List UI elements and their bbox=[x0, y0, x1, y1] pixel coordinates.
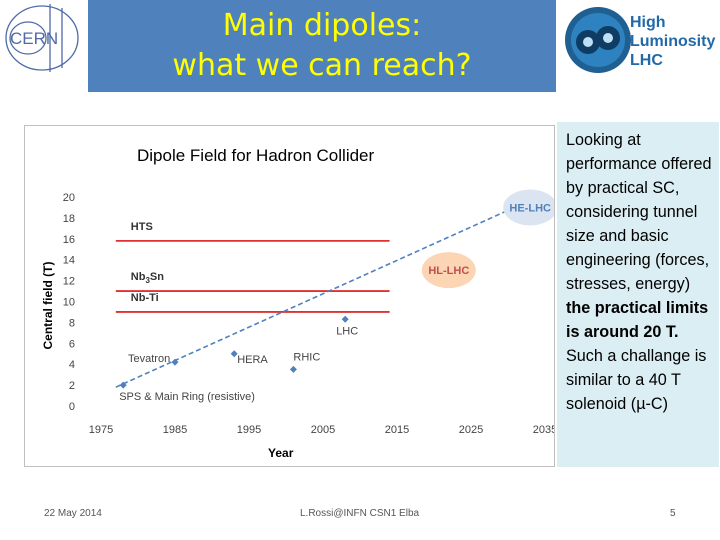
x-tick-label: 2005 bbox=[311, 424, 335, 436]
title-banner: Main dipoles: what we can reach? bbox=[88, 0, 556, 92]
y-tick-label: 4 bbox=[69, 359, 75, 371]
limit-line-label: Nb-Ti bbox=[131, 292, 159, 304]
logo-text-lhc: LHC bbox=[630, 52, 663, 69]
side-note-part2: Such a challange is similar to a 40 T so… bbox=[566, 347, 707, 413]
data-point bbox=[171, 358, 179, 366]
x-axis-label: Year bbox=[268, 446, 294, 460]
y-tick-label: 12 bbox=[63, 276, 75, 288]
dipole-field-chart: Dipole Field for Hadron Collider Central … bbox=[24, 125, 555, 467]
logo-text-high: High bbox=[630, 14, 666, 31]
side-note: Looking at performance offered by practi… bbox=[557, 122, 719, 467]
y-tick-label: 8 bbox=[69, 317, 75, 329]
trend-line bbox=[115, 196, 538, 388]
side-note-bold: the practical limits is around 20 T. bbox=[566, 299, 709, 341]
title-line-1: Main dipoles: bbox=[222, 8, 422, 43]
limit-line-label: Nb3Sn bbox=[131, 271, 164, 285]
y-tick-label: 10 bbox=[63, 297, 75, 309]
x-tick-label: 2025 bbox=[459, 424, 483, 436]
side-note-part3: -C) bbox=[645, 395, 669, 413]
data-point-label: Tevatron bbox=[128, 353, 170, 365]
data-point bbox=[341, 315, 349, 323]
mu-symbol: µ bbox=[636, 395, 646, 413]
chart-title: Dipole Field for Hadron Collider bbox=[137, 146, 375, 165]
y-axis-label: Central field (T) bbox=[41, 261, 55, 349]
y-tick-label: 0 bbox=[69, 401, 75, 413]
y-tick-label: 2 bbox=[69, 380, 75, 392]
y-tick-label: 6 bbox=[69, 338, 75, 350]
data-point bbox=[230, 350, 238, 358]
x-tick-label: 1975 bbox=[89, 424, 113, 436]
data-point-label: LHC bbox=[336, 325, 358, 337]
data-point bbox=[119, 381, 127, 389]
x-tick-label: 2015 bbox=[385, 424, 409, 436]
x-tick-label: 1985 bbox=[163, 424, 187, 436]
y-tick-label: 18 bbox=[63, 213, 75, 225]
footer-date: 22 May 2014 bbox=[44, 508, 102, 519]
highlight-bubble bbox=[503, 189, 554, 226]
logo-text-luminosity: Luminosity bbox=[630, 33, 715, 50]
limit-line-label: HTS bbox=[131, 221, 153, 233]
footer-page-number: 5 bbox=[670, 508, 676, 519]
chart-svg: Dipole Field for Hadron Collider Central … bbox=[41, 146, 554, 460]
side-note-text: Looking at performance offered by practi… bbox=[557, 122, 719, 422]
side-note-part1: Looking at performance offered by practi… bbox=[566, 131, 712, 293]
y-tick-label: 20 bbox=[63, 192, 75, 204]
data-point-label: SPS & Main Ring (resistive) bbox=[119, 391, 255, 403]
title-line-2: what we can reach? bbox=[172, 48, 472, 83]
data-point-label: HERA bbox=[237, 354, 268, 366]
high-luminosity-lhc-logo: High Luminosity LHC bbox=[560, 0, 720, 86]
highlight-label: HE-LHC bbox=[509, 202, 551, 214]
cern-logo-text: CERN bbox=[10, 29, 58, 48]
y-tick-label: 14 bbox=[63, 255, 75, 267]
data-point-label: RHIC bbox=[293, 351, 320, 363]
y-tick-label: 16 bbox=[63, 234, 75, 246]
x-tick-label: 1995 bbox=[237, 424, 261, 436]
x-tick-label: 2035 bbox=[533, 424, 554, 436]
footer-author: L.Rossi@INFN CSN1 Elba bbox=[300, 508, 420, 519]
cern-logo: CERN bbox=[0, 0, 85, 86]
data-point bbox=[289, 365, 297, 373]
highlight-bubble bbox=[421, 252, 476, 289]
highlight-label: HL-LHC bbox=[428, 265, 469, 277]
